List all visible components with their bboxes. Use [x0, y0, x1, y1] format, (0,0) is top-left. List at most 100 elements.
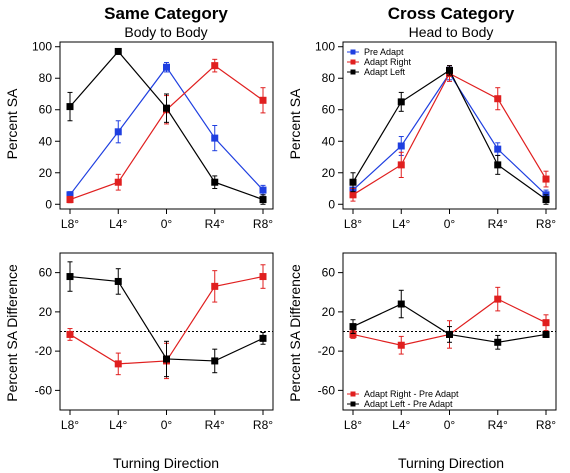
series-line [352, 69, 547, 201]
x-tick-label: R4° [488, 418, 508, 432]
legend-swatch-marker [350, 401, 356, 407]
data-point [494, 161, 502, 169]
col-title-cross: Cross Category [388, 4, 515, 23]
data-point [349, 323, 357, 331]
legend-swatch-marker [350, 49, 356, 55]
data-point [114, 277, 122, 285]
ylabel-top-right: Percent SA [287, 88, 303, 159]
data-point [259, 186, 267, 194]
y-tick-label: 40 [322, 134, 336, 148]
data-point [211, 134, 219, 142]
data-point [66, 273, 74, 281]
y-tick-label: 80 [322, 71, 336, 85]
data-point [494, 95, 502, 103]
data-point [163, 63, 170, 71]
data-point [349, 191, 357, 199]
data-point [259, 273, 267, 281]
y-tick-label: 20 [39, 166, 53, 180]
ylabel-bottom-left: Percent SA Difference [4, 264, 20, 402]
legend-swatch-marker [350, 59, 356, 65]
data-point [211, 282, 219, 290]
x-tick-label: L8° [344, 217, 362, 231]
legend-swatch-marker [350, 69, 356, 75]
data-point [211, 62, 219, 70]
data-point [66, 191, 74, 199]
panel-bottom-left: -60 -20 20 60 L8° L4° 0° R4° R8° [35, 252, 274, 432]
data-point [542, 196, 550, 204]
col-subtitle-same: Body to Body [124, 24, 207, 40]
x-tick-label: R4° [488, 217, 508, 231]
panel-bottom-right: -60 -20 20 60 L8° L4° 0° R4° R8° Adapt Right - Pr… [318, 252, 557, 432]
legend-swatch-marker [350, 391, 356, 397]
x-tick-label: R8° [253, 418, 273, 432]
data-point [114, 47, 122, 55]
x-tick-label: 0° [444, 217, 456, 231]
x-tick-label: 0° [161, 418, 173, 432]
y-tick-label: 20 [322, 166, 336, 180]
x-tick-label: L4° [109, 418, 127, 432]
data-point [163, 355, 170, 363]
data-point [446, 330, 453, 338]
data-point [494, 295, 502, 303]
y-tick-label: -60 [318, 383, 336, 397]
y-tick-label: 40 [39, 134, 53, 148]
data-point [446, 66, 453, 74]
legend-label: Pre Adapt [364, 47, 404, 57]
legend-label: Adapt Right - Pre Adapt [364, 389, 459, 399]
x-tick-label: L4° [109, 217, 127, 231]
ylabel-bottom-right: Percent SA Difference [287, 264, 303, 402]
y-tick-label: 60 [39, 266, 53, 280]
data-point [211, 178, 219, 186]
data-point [494, 145, 502, 153]
data-point [542, 319, 550, 327]
data-point [542, 175, 550, 183]
data-point [66, 330, 74, 338]
x-tick-label: R8° [536, 217, 556, 231]
y-tick-label: 60 [39, 103, 53, 117]
series-line [69, 64, 264, 201]
x-tick-label: L8° [61, 418, 79, 432]
y-tick-label: 20 [39, 305, 53, 319]
x-tick-label: R8° [536, 418, 556, 432]
series-line [69, 50, 264, 201]
xlabel-left: Turning Direction [113, 455, 219, 471]
data-point [66, 103, 74, 111]
x-tick-label: L8° [344, 418, 362, 432]
col-title-same: Same Category [104, 4, 228, 23]
y-tick-label: 0 [328, 197, 335, 211]
data-point [349, 178, 357, 186]
legend-label: Adapt Right [364, 57, 412, 67]
panel-top-left: 0 20 40 60 80 100 L8° L4° 0° R4° R8° [32, 40, 274, 231]
x-tick-label: R4° [205, 217, 225, 231]
data-point [163, 104, 170, 112]
ylabel-top-left: Percent SA [4, 88, 20, 159]
x-tick-label: 0° [161, 217, 173, 231]
data-point [397, 300, 405, 308]
legend-label: Adapt Left [364, 67, 406, 77]
data-point [397, 98, 405, 106]
x-tick-label: R8° [253, 217, 273, 231]
data-point [259, 196, 267, 204]
data-point [349, 330, 357, 338]
data-point [66, 196, 74, 204]
data-point [397, 142, 405, 150]
x-tick-label: 0° [444, 418, 456, 432]
y-tick-label: 100 [32, 40, 52, 54]
data-point [114, 178, 122, 186]
data-point [114, 128, 122, 136]
y-tick-label: 60 [322, 266, 336, 280]
data-point [542, 330, 550, 338]
x-tick-label: L4° [392, 217, 410, 231]
y-tick-label: 20 [322, 305, 336, 319]
xlabel-right: Turning Direction [398, 455, 504, 471]
y-tick-label: 60 [322, 103, 336, 117]
y-tick-label: -20 [318, 344, 336, 358]
col-subtitle-cross: Head to Body [409, 24, 494, 40]
y-tick-label: 100 [315, 40, 335, 54]
data-point [397, 341, 405, 349]
y-tick-label: 0 [45, 197, 52, 211]
data-point [397, 161, 405, 169]
legend-label: Adapt Left - Pre Adapt [364, 399, 453, 409]
